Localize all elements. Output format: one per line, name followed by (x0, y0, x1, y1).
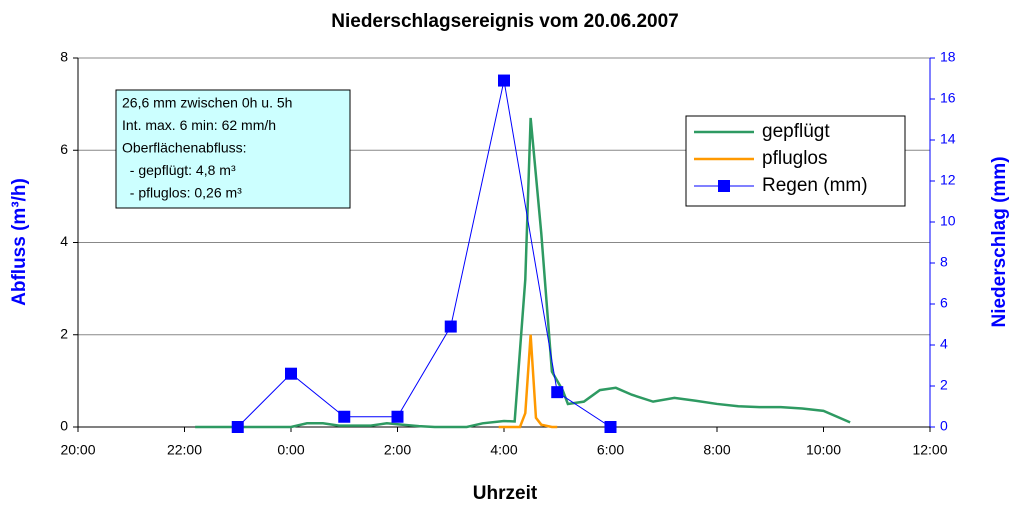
y2-tick-label: 4 (940, 336, 948, 352)
x-tick-label: 12:00 (912, 442, 947, 458)
marker (391, 410, 404, 423)
marker (231, 421, 244, 433)
annotation-box (115, 89, 351, 209)
annotation-text: Int. max. 6 min: 62 mm/h (122, 117, 276, 133)
marker (604, 421, 617, 433)
y-tick-label: 0 (60, 418, 68, 434)
y2-tick-label: 18 (940, 49, 956, 65)
series-line (195, 117, 851, 429)
marker (338, 410, 351, 423)
marker (444, 320, 457, 333)
x-tick-label: 10:00 (806, 442, 841, 458)
x-tick-label: 6:00 (597, 442, 624, 458)
y-tick-label: 8 (60, 49, 68, 65)
x-axis-label: Uhrzeit (473, 483, 538, 504)
x-tick-label: 22:00 (167, 442, 202, 458)
y2-axis-label: Niederschlag (mm) (989, 156, 1010, 327)
x-tick-label: 2:00 (384, 442, 411, 458)
annotation-text: Oberflächenabfluss: (122, 140, 247, 156)
chart-title: Niederschlagsereignis vom 20.06.2007 (331, 11, 678, 32)
y-tick-label: 2 (60, 325, 68, 341)
y2-tick-label: 12 (940, 172, 956, 188)
y2-tick-label: 2 (940, 377, 948, 393)
y2-tick-label: 10 (940, 213, 956, 229)
legend-label: gepflügt (762, 121, 830, 142)
legend-marker (718, 180, 730, 192)
series-line (237, 80, 611, 428)
marker (285, 367, 297, 380)
marker (551, 386, 564, 399)
y2-tick-label: 14 (940, 131, 956, 147)
series-line (498, 334, 558, 429)
x-tick-label: 20:00 (60, 442, 95, 458)
marker (498, 74, 510, 87)
x-tick-label: 4:00 (490, 442, 517, 458)
y2-tick-label: 6 (940, 295, 948, 311)
x-tick-label: 8:00 (703, 442, 730, 458)
y-tick-label: 4 (60, 233, 68, 249)
legend-label: Regen (mm) (762, 175, 868, 196)
y2-tick-label: 0 (940, 418, 948, 434)
annotation-text: - pfluglos: 0,26 m³ (122, 185, 242, 201)
y-axis-label: Abfluss (m³/h) (9, 178, 30, 306)
y2-tick-label: 16 (940, 90, 956, 106)
y2-tick-label: 8 (940, 254, 948, 270)
annotation-text: - gepflügt: 4,8 m³ (122, 162, 236, 178)
legend-label: pfluglos (762, 148, 828, 169)
annotation-text: 26,6 mm zwischen 0h u. 5h (122, 95, 292, 111)
x-tick-label: 0:00 (277, 442, 304, 458)
y-tick-label: 6 (60, 141, 68, 157)
